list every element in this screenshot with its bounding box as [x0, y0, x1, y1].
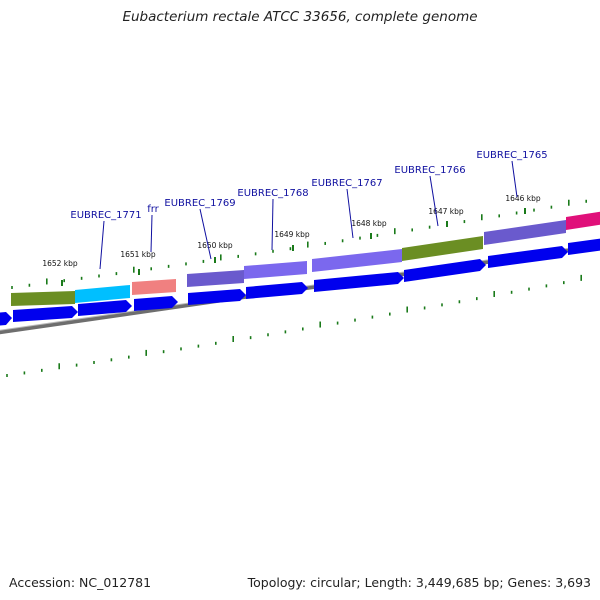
- gene-labels: EUBREC_1771frrEUBREC_1769EUBREC_1768EUBR…: [70, 150, 548, 270]
- tick-label: 1648 kbp: [351, 219, 387, 228]
- feature-bar[interactable]: [132, 279, 176, 295]
- gene-label[interactable]: EUBREC_1771: [70, 210, 141, 221]
- map-title: Eubacterium rectale ATCC 33656, complete…: [122, 9, 478, 25]
- feature-bar[interactable]: [187, 270, 244, 287]
- tick-layer: [6, 199, 588, 377]
- feature-track: [11, 211, 600, 306]
- cds-arrow[interactable]: [314, 272, 404, 292]
- tick-label: 1647 kbp: [428, 207, 464, 216]
- tick-label: 1651 kbp: [120, 250, 156, 259]
- cds-arrow[interactable]: [488, 246, 568, 268]
- gene-leader-line: [429, 175, 439, 227]
- feature-bar[interactable]: [566, 211, 600, 230]
- tick-label: 1646 kbp: [505, 194, 541, 203]
- gene-leader-line: [346, 188, 354, 239]
- feature-bar[interactable]: [244, 261, 307, 279]
- feature-bar[interactable]: [484, 220, 566, 245]
- gene-leader-line: [150, 214, 153, 253]
- cds-arrow[interactable]: [404, 259, 486, 282]
- cds-arrow[interactable]: [568, 238, 600, 255]
- cds-arrow[interactable]: [78, 300, 132, 316]
- gene-label[interactable]: frr: [147, 204, 159, 215]
- cds-arrow[interactable]: [134, 296, 178, 311]
- gene-label[interactable]: EUBREC_1768: [237, 188, 308, 199]
- tick-label: 1650 kbp: [197, 241, 233, 250]
- gene-label[interactable]: EUBREC_1767: [311, 178, 382, 189]
- feature-bar[interactable]: [312, 249, 402, 272]
- gene-label[interactable]: EUBREC_1769: [164, 198, 235, 209]
- tick-label: 1652 kbp: [42, 259, 78, 268]
- gene-label[interactable]: EUBREC_1765: [476, 150, 547, 161]
- accession-text: Accession: NC_012781: [9, 575, 152, 590]
- cds-arrow[interactable]: [13, 306, 78, 322]
- gene-leader-line: [199, 208, 212, 260]
- cds-arrow[interactable]: [0, 312, 12, 326]
- feature-bar[interactable]: [402, 236, 483, 261]
- gene-leader-line: [271, 198, 274, 251]
- feature-bar[interactable]: [11, 291, 75, 306]
- topology-text: Topology: circular; Length: 3,449,685 bp…: [247, 575, 591, 590]
- cds-track: [0, 238, 600, 326]
- feature-bar[interactable]: [75, 285, 130, 303]
- inner-minor-ticks: [6, 274, 583, 377]
- gene-label[interactable]: EUBREC_1766: [394, 165, 465, 176]
- cds-arrow[interactable]: [246, 282, 308, 299]
- gene-leader-line: [511, 160, 518, 198]
- gene-leader-line: [99, 220, 105, 270]
- tick-label: 1649 kbp: [274, 230, 310, 239]
- outer-minor-ticks: [11, 199, 588, 289]
- cds-arrow[interactable]: [188, 289, 246, 305]
- major-ticks: 1652 kbp 1651 kbp 1650 kbp 1649 kbp 1648 kbp…: [42, 194, 541, 286]
